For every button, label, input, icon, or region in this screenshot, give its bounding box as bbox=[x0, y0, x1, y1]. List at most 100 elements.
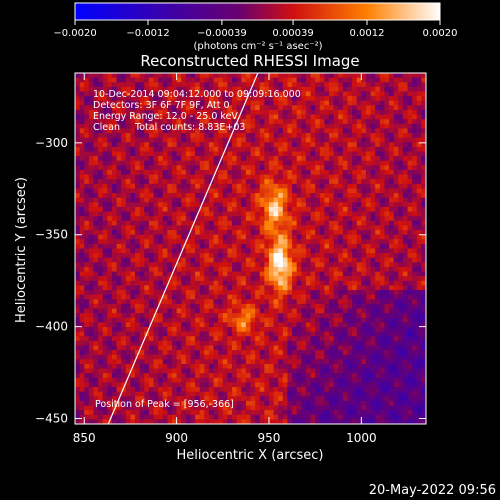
image-pixel bbox=[287, 248, 293, 254]
image-pixel bbox=[305, 354, 312, 360]
image-pixel bbox=[84, 165, 90, 171]
image-pixel bbox=[352, 174, 358, 180]
image-pixel bbox=[199, 174, 205, 180]
image-pixel bbox=[75, 299, 81, 305]
image-pixel bbox=[130, 193, 136, 199]
image-pixel bbox=[255, 340, 261, 347]
image-pixel bbox=[144, 299, 150, 305]
image-pixel bbox=[222, 179, 229, 185]
image-pixel bbox=[213, 290, 219, 296]
image-pixel bbox=[111, 100, 118, 106]
image-pixel bbox=[208, 336, 215, 342]
image-pixel bbox=[232, 359, 238, 365]
image-pixel bbox=[370, 354, 376, 360]
image-pixel bbox=[181, 225, 187, 231]
image-pixel bbox=[329, 280, 335, 287]
image-pixel bbox=[84, 151, 90, 157]
image-pixel bbox=[301, 96, 307, 102]
image-pixel bbox=[88, 276, 95, 282]
image-pixel bbox=[232, 368, 238, 374]
image-pixel bbox=[384, 225, 390, 231]
image-pixel bbox=[319, 243, 325, 250]
image-pixel bbox=[195, 183, 201, 190]
image-pixel bbox=[176, 96, 182, 102]
image-pixel bbox=[158, 193, 164, 199]
image-pixel bbox=[315, 280, 321, 287]
image-pixel bbox=[102, 216, 108, 222]
image-pixel bbox=[227, 100, 233, 106]
image-pixel bbox=[222, 220, 229, 227]
image-pixel bbox=[370, 276, 376, 282]
image-pixel bbox=[292, 160, 298, 166]
image-pixel bbox=[310, 202, 316, 208]
image-pixel bbox=[329, 234, 335, 240]
image-pixel bbox=[222, 350, 229, 356]
image-pixel bbox=[301, 128, 307, 134]
image-pixel bbox=[264, 146, 270, 153]
image-pixel bbox=[255, 193, 261, 199]
image-pixel bbox=[264, 91, 270, 97]
image-pixel bbox=[375, 299, 381, 305]
image-pixel bbox=[342, 146, 349, 153]
image-pixel bbox=[204, 73, 210, 79]
image-pixel bbox=[416, 363, 422, 370]
image-pixel bbox=[190, 73, 196, 79]
image-pixel bbox=[259, 225, 265, 231]
image-pixel bbox=[204, 142, 210, 148]
image-pixel bbox=[162, 350, 168, 356]
image-pixel bbox=[75, 266, 81, 273]
image-pixel bbox=[268, 211, 275, 217]
image-pixel bbox=[398, 86, 404, 93]
image-pixel bbox=[296, 179, 302, 185]
image-pixel bbox=[347, 114, 353, 120]
image-pixel bbox=[379, 303, 386, 310]
image-pixel bbox=[190, 206, 196, 213]
image-pixel bbox=[75, 243, 81, 250]
image-pixel bbox=[361, 160, 367, 166]
image-pixel bbox=[352, 359, 358, 365]
image-pixel bbox=[338, 336, 344, 342]
image-pixel bbox=[185, 105, 192, 111]
image-pixel bbox=[185, 331, 192, 337]
image-pixel bbox=[347, 336, 353, 342]
image-pixel bbox=[282, 327, 289, 333]
image-pixel bbox=[139, 294, 145, 300]
image-pixel bbox=[273, 327, 279, 333]
image-pixel bbox=[347, 197, 353, 203]
image-pixel bbox=[236, 151, 242, 157]
image-pixel bbox=[227, 128, 233, 134]
image-pixel bbox=[84, 77, 90, 83]
image-pixel bbox=[255, 133, 261, 139]
image-pixel bbox=[310, 151, 316, 157]
image-pixel bbox=[305, 128, 312, 134]
image-pixel bbox=[250, 257, 256, 263]
image-pixel bbox=[139, 156, 145, 162]
image-pixel bbox=[153, 359, 159, 365]
image-pixel bbox=[296, 151, 302, 157]
image-pixel bbox=[245, 146, 252, 153]
image-pixel bbox=[88, 308, 95, 314]
image-pixel bbox=[88, 239, 95, 245]
image-pixel bbox=[338, 133, 344, 139]
image-pixel bbox=[379, 276, 386, 282]
image-pixel bbox=[176, 82, 182, 88]
image-pixel bbox=[301, 266, 307, 273]
image-pixel bbox=[98, 290, 104, 296]
image-pixel bbox=[421, 271, 426, 277]
image-pixel bbox=[208, 271, 215, 277]
image-pixel bbox=[195, 179, 201, 185]
image-pixel bbox=[125, 197, 132, 203]
image-pixel bbox=[75, 239, 81, 245]
image-pixel bbox=[171, 303, 178, 310]
image-pixel bbox=[84, 248, 90, 254]
image-pixel bbox=[107, 77, 113, 83]
image-pixel bbox=[75, 160, 81, 166]
image-pixel bbox=[421, 225, 426, 231]
image-pixel bbox=[241, 243, 247, 250]
image-pixel bbox=[181, 248, 187, 254]
image-pixel bbox=[398, 243, 404, 250]
image-pixel bbox=[301, 211, 307, 217]
image-pixel bbox=[107, 303, 113, 310]
image-pixel bbox=[158, 262, 164, 268]
image-pixel bbox=[416, 151, 422, 157]
